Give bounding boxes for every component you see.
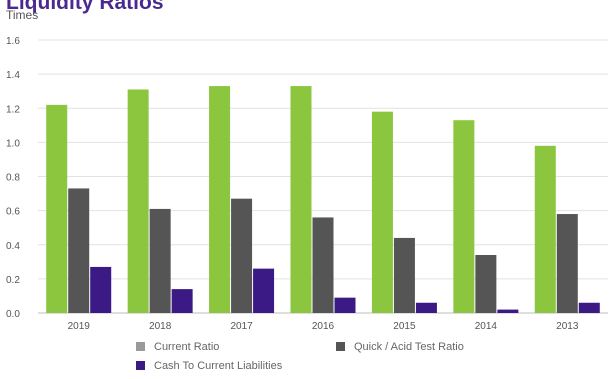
- y-tick-label: 1.2: [6, 104, 20, 115]
- bar-2014-s0: [453, 120, 475, 313]
- x-tick-label: 2013: [556, 321, 579, 332]
- bar-2015-s2: [415, 302, 437, 313]
- bar-2014-s1: [475, 254, 497, 313]
- bar-series: [46, 86, 600, 314]
- x-tick-label: 2018: [149, 321, 172, 332]
- x-tick-label: 2017: [230, 321, 253, 332]
- y-axis-label: Times: [6, 8, 39, 22]
- legend-label-1: Quick / Acid Test Ratio: [354, 341, 464, 353]
- bar-2016-s0: [290, 86, 312, 313]
- y-tick-label: 0.0: [6, 309, 20, 320]
- bar-2015-s0: [371, 111, 393, 313]
- bar-2018-s2: [171, 289, 193, 313]
- bar-2015-s1: [393, 237, 415, 313]
- bar-2018-s1: [149, 208, 171, 313]
- bar-2019-s2: [90, 266, 112, 313]
- bar-2013-s1: [556, 214, 578, 313]
- legend-swatch-1: [336, 342, 345, 351]
- chart-title: Liquidity Ratios: [6, 0, 164, 14]
- x-tick-label: 2015: [393, 321, 416, 332]
- bar-2016-s2: [334, 297, 356, 313]
- y-tick-label: 0.4: [6, 241, 20, 252]
- bar-2014-s2: [497, 309, 519, 313]
- y-tick-label: 1.4: [6, 70, 20, 81]
- legend-label-0: Current Ratio: [154, 341, 219, 353]
- bar-2016-s1: [312, 217, 334, 313]
- bar-2013-s2: [578, 302, 600, 313]
- bar-2017-s1: [231, 198, 253, 313]
- y-tick-label: 1.6: [6, 36, 20, 47]
- y-tick-label: 0.8: [6, 173, 20, 184]
- y-axis-ticks: 0.0 0.2 0.4 0.6 0.8 1.0 1.2 1.4 1.6: [6, 36, 20, 320]
- y-tick-label: 0.2: [6, 275, 20, 286]
- bar-2018-s0: [127, 89, 149, 313]
- legend-swatch-2: [136, 361, 145, 370]
- x-axis-ticks: 2019 2018 2017 2016 2015 2014 2013: [68, 321, 579, 332]
- bar-2013-s0: [534, 145, 556, 313]
- legend-label-2: Cash To Current Liabilities: [154, 360, 283, 372]
- x-tick-label: 2016: [312, 321, 335, 332]
- bar-2019-s0: [46, 104, 68, 314]
- legend-swatch-0: [136, 342, 145, 351]
- x-tick-label: 2014: [475, 321, 498, 332]
- legend: Current Ratio Quick / Acid Test Ratio Cash…: [136, 341, 464, 372]
- x-tick-label: 2019: [68, 321, 91, 332]
- y-tick-label: 0.6: [6, 207, 20, 218]
- bar-2017-s0: [209, 86, 231, 313]
- y-tick-label: 1.0: [6, 138, 20, 149]
- bar-2017-s2: [253, 268, 275, 313]
- bar-2019-s1: [68, 188, 90, 313]
